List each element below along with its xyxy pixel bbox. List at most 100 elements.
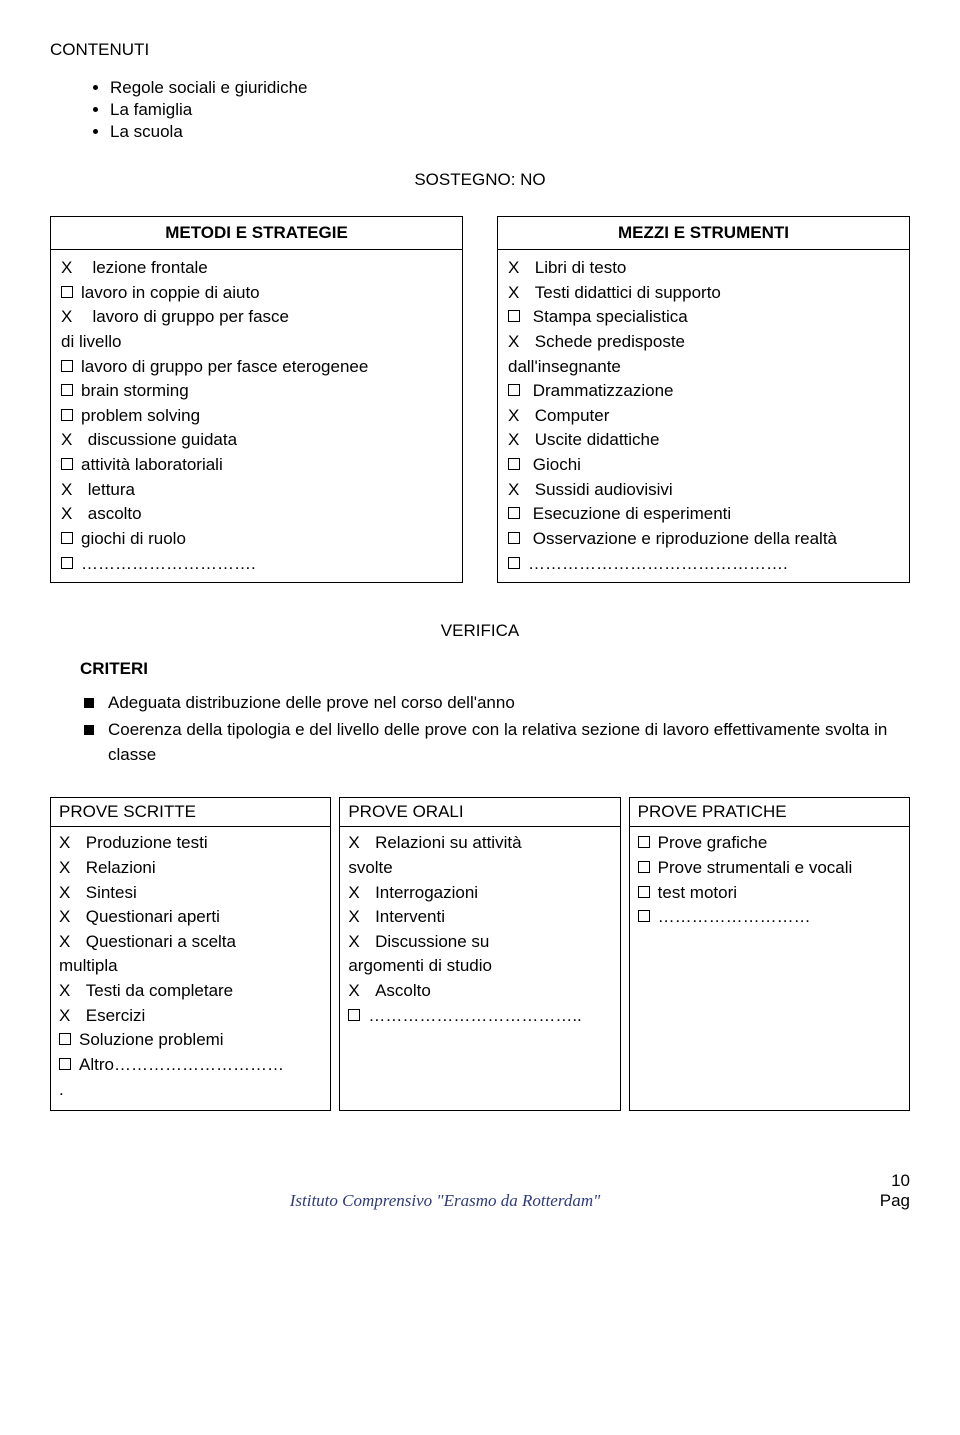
list-row: X Schede predisposte	[508, 330, 899, 355]
list-text: Sussidi audiovisivi	[530, 478, 673, 503]
x-mark: X	[61, 478, 83, 503]
list-row: attività laboratoriali	[61, 453, 452, 478]
bullet-item: Regole sociali e giuridiche	[110, 78, 910, 98]
list-row: di livello	[61, 330, 452, 355]
x-mark: X	[508, 478, 530, 503]
list-row: brain storming	[61, 379, 452, 404]
checkbox-icon	[638, 886, 650, 898]
page-footer: Istituto Comprensivo "Erasmo da Rotterda…	[50, 1171, 910, 1211]
list-row: Altro…………………………	[59, 1053, 322, 1078]
list-row: X discussione guidata	[61, 428, 452, 453]
list-row: X lavoro di gruppo per fasce	[61, 305, 452, 330]
x-mark: X	[348, 905, 370, 930]
list-row: test motori	[638, 881, 901, 906]
list-text: Schede predisposte	[530, 330, 685, 355]
prove-scritte-header: PROVE SCRITTE	[51, 798, 330, 827]
checkbox-icon	[508, 458, 520, 470]
checkbox-icon	[61, 458, 73, 470]
list-text: ………………………………..	[368, 1004, 581, 1029]
list-row: lavoro di gruppo per fasce eterogenee	[61, 355, 452, 380]
list-row: X Relazioni	[59, 856, 322, 881]
list-row: X Sussidi audiovisivi	[508, 478, 899, 503]
list-row: Soluzione problemi	[59, 1028, 322, 1053]
checkbox-icon	[61, 532, 73, 544]
list-text: giochi di ruolo	[81, 527, 186, 552]
list-row: Drammatizzazione	[508, 379, 899, 404]
footer-institution: Istituto Comprensivo "Erasmo da Rotterda…	[50, 1191, 840, 1211]
list-row: Giochi	[508, 453, 899, 478]
criteri-section: CRITERI Adeguata distribuzione delle pro…	[80, 659, 910, 767]
prove-orali-header: PROVE ORALI	[340, 798, 619, 827]
list-text: svolte	[348, 856, 392, 881]
x-mark: X	[348, 881, 370, 906]
checkbox-icon	[348, 1009, 360, 1021]
checkbox-icon	[61, 286, 73, 298]
list-row: X Questionari aperti	[59, 905, 322, 930]
verifica-label: VERIFICA	[50, 621, 910, 641]
list-row: X Testi da completare	[59, 979, 322, 1004]
list-row: multipla	[59, 954, 322, 979]
list-text: ascolto	[83, 502, 142, 527]
list-row: X Relazioni su attività	[348, 831, 611, 856]
list-text: dall'insegnante	[508, 355, 621, 380]
list-row: X Libri di testo	[508, 256, 899, 281]
x-mark: X	[59, 905, 81, 930]
list-text: Interventi	[370, 905, 445, 930]
list-text: Stampa specialistica	[528, 305, 688, 330]
x-mark: X	[59, 930, 81, 955]
sostegno-label: SOSTEGNO: NO	[50, 170, 910, 190]
x-mark: X	[59, 881, 81, 906]
page-label: Pag	[840, 1191, 910, 1211]
mezzi-body: X Libri di testoX Testi didattici di sup…	[498, 250, 909, 582]
list-text: Uscite didattiche	[530, 428, 659, 453]
prove-scritte-body: X Produzione testiX RelazioniX SintesiX …	[51, 827, 330, 1110]
criteri-list: Adeguata distribuzione delle prove nel c…	[80, 691, 910, 767]
mezzi-header: MEZZI E STRUMENTI	[498, 217, 909, 250]
list-text: Produzione testi	[81, 831, 208, 856]
list-text: Esecuzione di esperimenti	[528, 502, 731, 527]
list-row: X lezione frontale	[61, 256, 452, 281]
footer-pagenum: 10 Pag	[840, 1171, 910, 1211]
list-row: Prove grafiche	[638, 831, 901, 856]
list-text: Prove grafiche	[658, 831, 768, 856]
mezzi-box: MEZZI E STRUMENTI X Libri di testoX Test…	[497, 216, 910, 583]
criteri-item: Adeguata distribuzione delle prove nel c…	[108, 691, 910, 716]
list-row: Osservazione e riproduzione della realtà	[508, 527, 899, 552]
list-text: Sintesi	[81, 881, 137, 906]
list-row: X ascolto	[61, 502, 452, 527]
list-text: Computer	[530, 404, 609, 429]
list-text: lettura	[83, 478, 135, 503]
list-text: attività laboratoriali	[81, 453, 223, 478]
prove-orali-body: X Relazioni su attivitàsvolteX Interroga…	[340, 827, 619, 1036]
list-row: X Testi didattici di supporto	[508, 281, 899, 306]
list-text: .	[59, 1078, 64, 1103]
list-text: Relazioni su attività	[370, 831, 521, 856]
prove-scritte-box: PROVE SCRITTE X Produzione testiX Relazi…	[50, 797, 331, 1111]
list-text: ……………………………………….	[528, 552, 788, 577]
list-text: multipla	[59, 954, 118, 979]
x-mark: X	[508, 330, 530, 355]
list-text: Testi da completare	[81, 979, 233, 1004]
list-text: Giochi	[528, 453, 581, 478]
metodi-body: X lezione frontalelavoro in coppie di ai…	[51, 250, 462, 582]
list-text: Testi didattici di supporto	[530, 281, 721, 306]
prove-pratiche-body: Prove graficheProve strumentali e vocali…	[630, 827, 909, 938]
x-mark: X	[508, 256, 530, 281]
list-row: .	[59, 1078, 322, 1103]
list-text: Drammatizzazione	[528, 379, 674, 404]
x-mark: X	[61, 428, 83, 453]
list-text: ………………………	[658, 905, 811, 930]
list-row: Stampa specialistica	[508, 305, 899, 330]
prove-pratiche-header: PROVE PRATICHE	[630, 798, 909, 827]
checkbox-icon	[61, 384, 73, 396]
list-row: svolte	[348, 856, 611, 881]
list-text: lezione frontale	[83, 256, 208, 281]
x-mark: X	[348, 831, 370, 856]
list-text: Libri di testo	[530, 256, 626, 281]
checkbox-icon	[638, 861, 650, 873]
bullet-item: La famiglia	[110, 100, 910, 120]
list-row: ………………………………..	[348, 1004, 611, 1029]
list-text: Osservazione e riproduzione della realtà	[528, 527, 837, 552]
list-row: giochi di ruolo	[61, 527, 452, 552]
list-row: Esecuzione di esperimenti	[508, 502, 899, 527]
